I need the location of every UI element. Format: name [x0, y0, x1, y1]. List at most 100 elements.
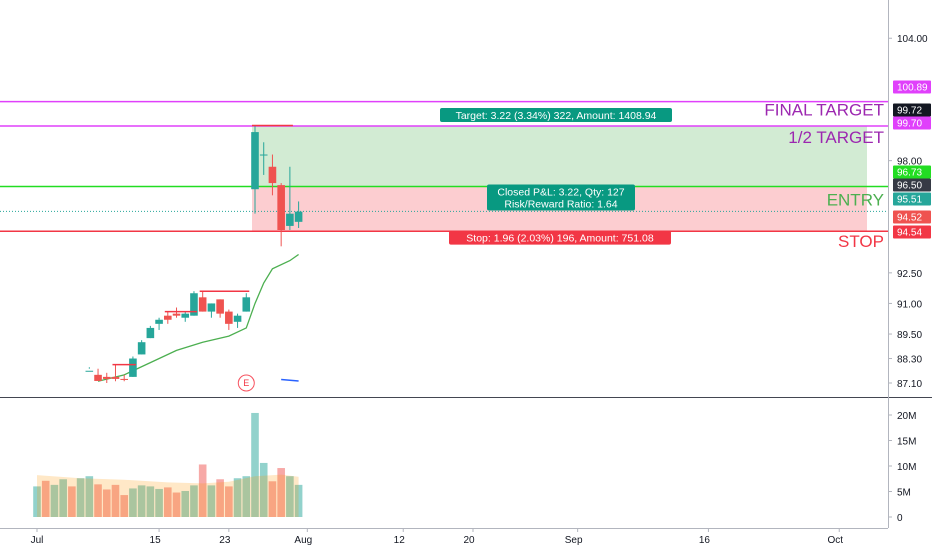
volume-bar[interactable]: [50, 484, 59, 517]
price-tag-label: 99.70: [897, 119, 922, 130]
candle-body[interactable]: [172, 313, 181, 316]
volume-bar[interactable]: [94, 484, 102, 517]
candle[interactable]: [164, 311, 172, 324]
volume-bar[interactable]: [225, 486, 233, 517]
price-tag-label: 96.50: [897, 181, 922, 192]
candle[interactable]: [181, 311, 190, 322]
volume-bar[interactable]: [286, 476, 294, 517]
candle[interactable]: [146, 325, 155, 339]
volume-bar[interactable]: [155, 488, 163, 517]
volume-bar[interactable]: [207, 485, 216, 517]
price-tick-label: 98.00: [897, 157, 922, 168]
candle-body[interactable]: [233, 315, 242, 322]
volume-bar[interactable]: [198, 464, 207, 517]
candle-body[interactable]: [129, 358, 137, 377]
volume-bar[interactable]: [85, 476, 94, 517]
profit-zone[interactable]: [252, 125, 867, 187]
candle[interactable]: [172, 307, 181, 318]
candle-body[interactable]: [111, 376, 120, 379]
price-axis[interactable]: 104.00 98.00 92.50 91.00 89.50 88.30 87.10: [888, 34, 928, 390]
candle-body[interactable]: [242, 297, 251, 312]
candle[interactable]: [155, 317, 163, 330]
volume-bar[interactable]: [33, 486, 41, 517]
volume-bar[interactable]: [259, 462, 268, 517]
volume-bar[interactable]: [172, 492, 181, 517]
volume-bar[interactable]: [164, 487, 172, 517]
volume-bar[interactable]: [129, 488, 137, 517]
candle[interactable]: [207, 303, 216, 318]
time-tick-label: Jul: [31, 535, 44, 546]
candle[interactable]: [225, 309, 233, 330]
moving-average-line[interactable]: [97, 253, 299, 382]
candle[interactable]: [286, 166, 294, 230]
candle[interactable]: [102, 372, 111, 383]
candle-body[interactable]: [94, 374, 102, 381]
candle-body[interactable]: [164, 315, 172, 320]
candle[interactable]: [198, 291, 207, 312]
volume-bar[interactable]: [111, 484, 120, 517]
candle-body[interactable]: [277, 185, 285, 230]
candle[interactable]: [85, 367, 94, 372]
volume-bar[interactable]: [190, 485, 198, 517]
volume-bar[interactable]: [146, 486, 155, 517]
position-tool[interactable]: [252, 125, 867, 232]
candle-body[interactable]: [259, 154, 268, 156]
candle-body[interactable]: [120, 378, 128, 380]
candle[interactable]: [137, 340, 146, 355]
volume-bar[interactable]: [120, 495, 128, 517]
candle[interactable]: [259, 142, 268, 175]
volume-axis[interactable]: 20M 15M 10M 5M 0: [888, 411, 916, 524]
candle-body[interactable]: [181, 313, 190, 318]
volume-bar[interactable]: [68, 486, 76, 517]
candle[interactable]: [268, 154, 277, 196]
volume-tick-label: 0: [897, 513, 903, 524]
volume-bar[interactable]: [251, 412, 259, 517]
volume-bar[interactable]: [294, 484, 303, 517]
candle[interactable]: [277, 183, 285, 247]
stop-label-box: [449, 230, 671, 245]
secondary-line[interactable]: [281, 378, 299, 382]
candle-body[interactable]: [294, 211, 303, 222]
candle[interactable]: [251, 125, 259, 214]
candle-body[interactable]: [198, 297, 207, 312]
volume-bar[interactable]: [233, 478, 242, 517]
candle[interactable]: [216, 299, 224, 318]
volume-bar[interactable]: [76, 478, 85, 517]
earnings-circle[interactable]: [237, 374, 255, 392]
price-tick-label: 92.50: [897, 269, 922, 280]
candle[interactable]: [294, 201, 303, 228]
candle[interactable]: [242, 293, 251, 312]
volume-bar[interactable]: [59, 479, 67, 517]
candle-body[interactable]: [155, 319, 163, 324]
candle[interactable]: [111, 364, 120, 382]
candle-body[interactable]: [216, 299, 224, 314]
candle-body[interactable]: [286, 213, 294, 226]
candle-body[interactable]: [207, 303, 216, 312]
candle[interactable]: [94, 368, 102, 381]
candle-body[interactable]: [225, 311, 233, 324]
price-tags: 100.89 99.72 99.70 96.73 96.50 95.51 94.52 94.5…: [893, 80, 931, 239]
candle-body[interactable]: [251, 132, 259, 190]
volume-bar[interactable]: [242, 476, 251, 517]
candle-body[interactable]: [146, 327, 155, 339]
candle-body[interactable]: [102, 376, 111, 379]
candle[interactable]: [129, 356, 137, 377]
volume-bar[interactable]: [102, 489, 111, 517]
candle-body[interactable]: [85, 370, 94, 372]
volume-bar[interactable]: [216, 479, 224, 517]
volume-bar[interactable]: [181, 490, 190, 517]
volume-bar[interactable]: [277, 468, 285, 517]
price-tag-label: 95.51: [897, 195, 922, 206]
time-axis[interactable]: Jul 15 23 Aug 12 20 Sep 16 Oct: [31, 528, 844, 546]
candle-body[interactable]: [137, 342, 146, 355]
level-lines[interactable]: [0, 100, 888, 232]
candle[interactable]: [233, 313, 242, 328]
volume-bar[interactable]: [137, 485, 146, 517]
candle-body[interactable]: [268, 166, 277, 184]
volume-bar[interactable]: [41, 480, 50, 517]
earnings-marker[interactable]: E: [237, 374, 255, 392]
volume-bar[interactable]: [268, 481, 277, 517]
candle[interactable]: [120, 374, 128, 382]
candle-body[interactable]: [190, 293, 198, 316]
